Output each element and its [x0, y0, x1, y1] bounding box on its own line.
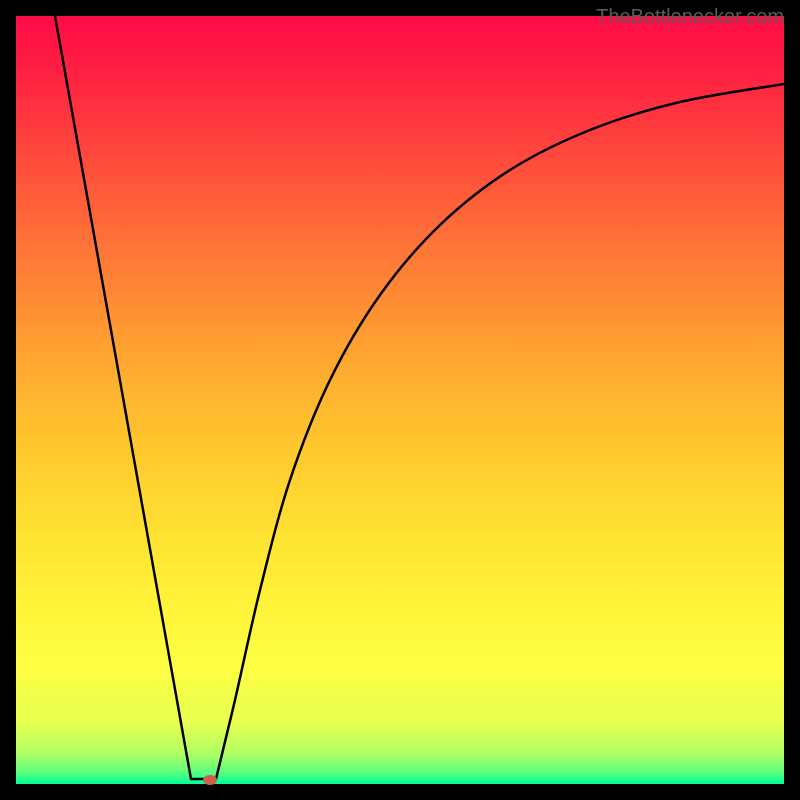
chart-background	[16, 16, 784, 784]
marker-dot	[203, 775, 217, 785]
chart-svg	[0, 0, 800, 800]
watermark-text: TheBottlenecker.com	[596, 6, 784, 29]
bottleneck-chart: TheBottlenecker.com	[0, 0, 800, 800]
